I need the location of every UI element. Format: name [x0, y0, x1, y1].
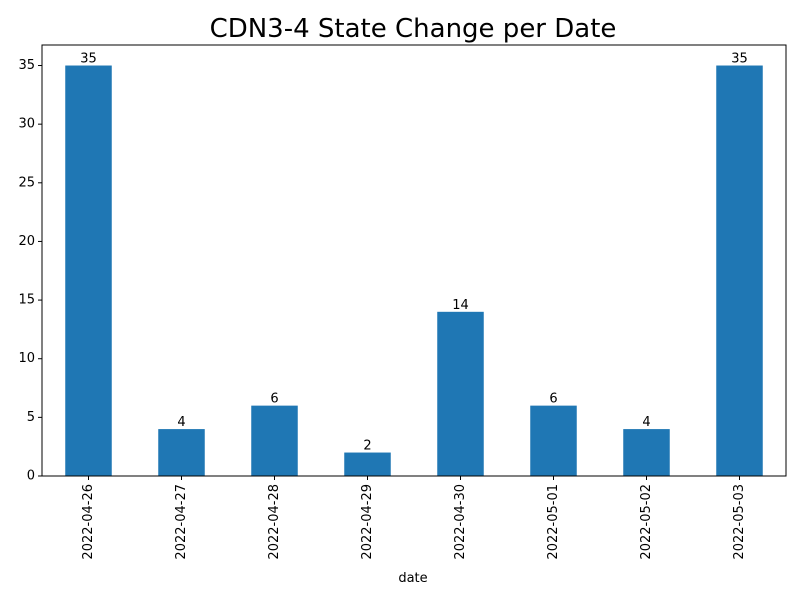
y-tick-label: 30 [18, 117, 35, 132]
data-label: 35 [80, 52, 97, 67]
bar [437, 311, 484, 476]
data-label: 4 [177, 415, 185, 430]
bar [716, 65, 763, 477]
x-tick-label: 2022-05-02 [639, 484, 654, 560]
y-tick-label: 5 [27, 410, 35, 425]
bar [158, 429, 205, 476]
x-tick-label: 2022-04-29 [360, 484, 375, 560]
y-tick-label: 15 [18, 293, 35, 308]
x-tick-label: 2022-04-27 [174, 484, 189, 560]
x-tick-label: 2022-04-30 [453, 484, 468, 560]
y-tick-label: 25 [18, 175, 35, 190]
x-tick-label: 2022-04-26 [81, 484, 96, 560]
y-tick-label: 10 [18, 351, 35, 366]
data-label: 6 [549, 392, 557, 407]
data-label: 14 [452, 298, 469, 313]
x-tick-label: 2022-05-01 [546, 484, 561, 560]
bar [65, 65, 112, 477]
chart-title: CDN3-4 State Change per Date [210, 14, 617, 44]
data-label: 35 [731, 52, 748, 67]
y-tick-label: 20 [18, 234, 35, 249]
plot-area: 35 2022-04-26 4 2022-04-27 6 2022-04-28 2 2022-… [18, 44, 787, 560]
bar [344, 452, 391, 476]
data-label: 4 [642, 415, 650, 430]
x-axis-label: date [398, 571, 427, 586]
bar [251, 405, 298, 476]
y-tick-label: 35 [18, 58, 35, 73]
x-tick-label: 2022-04-28 [267, 484, 282, 560]
y-tick-label: 0 [27, 469, 35, 484]
data-label: 6 [270, 392, 278, 407]
bar [623, 429, 670, 476]
data-label: 2 [363, 439, 371, 454]
bar [530, 405, 577, 476]
x-tick-label: 2022-05-03 [732, 484, 747, 560]
axes-frame [41, 44, 787, 477]
